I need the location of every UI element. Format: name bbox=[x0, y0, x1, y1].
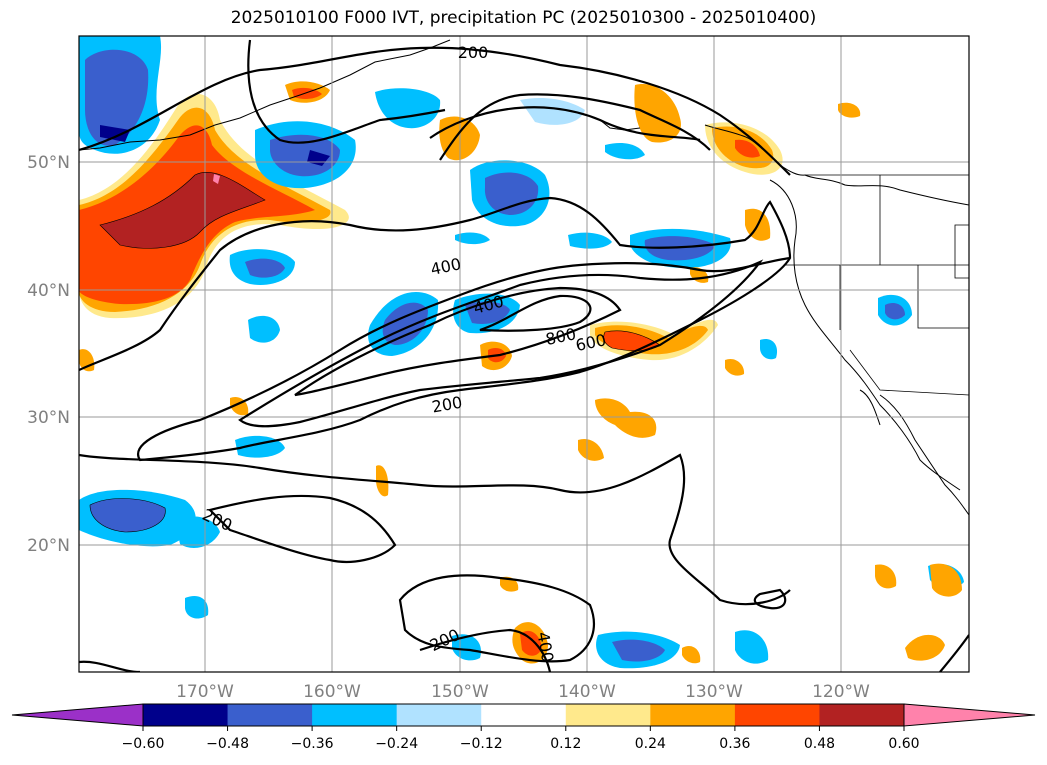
colorbar-tick-label: −0.24 bbox=[375, 736, 418, 752]
colorbar-tick-label: −0.12 bbox=[460, 736, 503, 752]
ivt-contours bbox=[79, 39, 969, 672]
precip-region bbox=[568, 232, 612, 249]
lon-tick-label: 140°W bbox=[558, 682, 616, 702]
map-panel: 200 400 400 800 600 200 200 200 400 170°… bbox=[27, 35, 970, 702]
coastlines bbox=[79, 39, 969, 516]
precip-region bbox=[90, 498, 166, 532]
ivt-contour bbox=[753, 588, 787, 610]
colorbar-extend-min bbox=[12, 704, 143, 726]
precip-region bbox=[185, 595, 209, 619]
lon-tick-label: 160°W bbox=[303, 682, 361, 702]
ivt-contour bbox=[79, 196, 792, 462]
ivt-contour bbox=[294, 286, 622, 397]
precip-region bbox=[245, 258, 285, 278]
precip-outlines bbox=[89, 172, 661, 533]
lat-tick-label: 20°N bbox=[27, 536, 70, 556]
colorbar-segment bbox=[565, 704, 651, 726]
precip-region bbox=[248, 315, 280, 343]
precip-region bbox=[452, 634, 481, 661]
precip-region bbox=[875, 564, 897, 589]
precip-region bbox=[484, 172, 539, 215]
ivt-contour bbox=[247, 39, 446, 144]
colorbar-segment bbox=[734, 704, 820, 726]
precip-region bbox=[292, 87, 322, 99]
ivt-contour-label: 200 bbox=[458, 43, 489, 62]
precip-region bbox=[270, 134, 340, 177]
precip-region bbox=[760, 339, 778, 360]
colorbar-segment bbox=[227, 704, 313, 726]
colorbar-segment bbox=[819, 704, 905, 726]
political-borders bbox=[785, 174, 969, 396]
ivt-contour bbox=[939, 634, 969, 672]
precip-region bbox=[612, 639, 665, 662]
lat-tick-label: 40°N bbox=[27, 281, 70, 301]
colorbar: −0.60 −0.48 −0.36 −0.24 −0.12 0.12 0.24 0.36 0.4… bbox=[11, 703, 1036, 752]
ivt-contour bbox=[419, 628, 552, 672]
colorbar-segment bbox=[143, 704, 229, 726]
lon-tick-label: 130°W bbox=[685, 682, 743, 702]
precip-region bbox=[465, 301, 510, 324]
precip-region bbox=[605, 143, 645, 160]
precip-region bbox=[682, 645, 701, 664]
colorbar-segment bbox=[312, 704, 398, 726]
precip-region bbox=[930, 563, 962, 597]
ivt-contour bbox=[479, 294, 592, 332]
colorbar-segment bbox=[650, 704, 736, 726]
precip-region bbox=[520, 98, 585, 125]
colorbar-tick-label: 0.24 bbox=[635, 736, 666, 752]
precip-region bbox=[634, 84, 681, 143]
map-frame bbox=[78, 35, 970, 673]
precip-region bbox=[520, 630, 542, 656]
precip-region bbox=[735, 139, 760, 158]
latitude-tick-labels: 50°N 40°N 30°N 20°N bbox=[27, 153, 70, 556]
precip-region bbox=[455, 232, 490, 245]
precip-region bbox=[213, 174, 220, 184]
colorbar-tick-label: 0.12 bbox=[550, 736, 581, 752]
precip-region bbox=[595, 398, 657, 438]
precip-region bbox=[578, 438, 604, 461]
colorbar-tick-label: 0.60 bbox=[888, 736, 919, 752]
precip-region bbox=[838, 102, 861, 118]
precip-region bbox=[735, 630, 769, 664]
lon-tick-label: 170°W bbox=[176, 682, 234, 702]
colorbar-extend-max bbox=[904, 704, 1035, 726]
colorbar-tick-label: −0.48 bbox=[206, 736, 249, 752]
precip-region bbox=[175, 516, 220, 548]
colorbar-outline-right bbox=[903, 703, 1036, 727]
precip-region bbox=[905, 634, 945, 661]
precip-region bbox=[85, 49, 149, 146]
ivt-contour bbox=[79, 453, 791, 606]
colorbar-tick-label: 0.36 bbox=[719, 736, 750, 752]
precip-region bbox=[100, 172, 265, 249]
ivt-contour bbox=[398, 574, 595, 663]
lon-tick-label: 120°W bbox=[812, 682, 870, 702]
ivt-contour bbox=[207, 494, 397, 563]
longitude-tick-labels: 170°W 160°W 150°W 140°W 130°W 120°W bbox=[176, 682, 870, 702]
colorbar-segment bbox=[396, 704, 482, 726]
ivt-contour bbox=[79, 46, 791, 176]
precip-region bbox=[100, 125, 130, 142]
lat-tick-label: 50°N bbox=[27, 153, 70, 173]
colorbar-tick-label: −0.60 bbox=[122, 736, 165, 752]
lat-tick-label: 30°N bbox=[27, 408, 70, 428]
precip-region bbox=[725, 358, 745, 376]
colorbar-segment bbox=[481, 704, 567, 726]
ivt-contour bbox=[238, 259, 764, 428]
colorbar-tick-label: −0.36 bbox=[291, 736, 334, 752]
gridlines bbox=[79, 36, 969, 672]
colorbar-tick-label: 0.48 bbox=[804, 736, 835, 752]
map-title: 2025010100 F000 IVT, precipitation PC (2… bbox=[230, 8, 817, 28]
ivt-contour bbox=[429, 106, 701, 142]
ivt-contour bbox=[439, 93, 711, 161]
precip-region bbox=[885, 303, 905, 320]
lon-tick-label: 150°W bbox=[431, 682, 489, 702]
